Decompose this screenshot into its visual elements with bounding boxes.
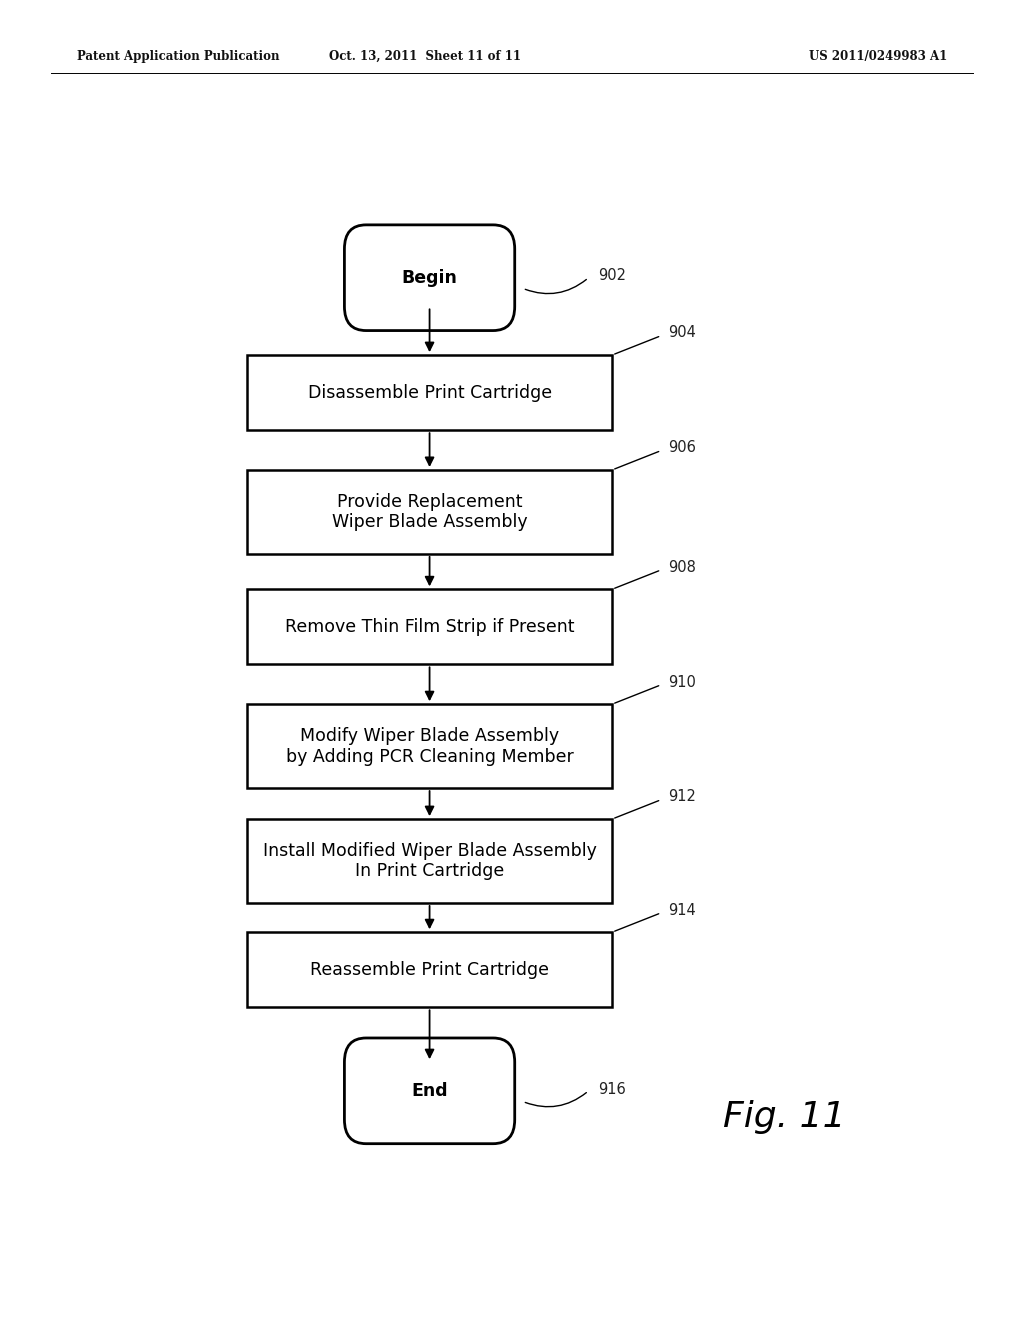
FancyBboxPatch shape: [247, 818, 612, 903]
FancyBboxPatch shape: [247, 589, 612, 664]
Text: 912: 912: [668, 789, 695, 804]
Text: End: End: [412, 1082, 447, 1100]
FancyBboxPatch shape: [247, 355, 612, 430]
Text: Begin: Begin: [401, 269, 458, 286]
Text: 910: 910: [668, 675, 695, 689]
Text: 906: 906: [668, 441, 695, 455]
Text: Modify Wiper Blade Assembly
by Adding PCR Cleaning Member: Modify Wiper Blade Assembly by Adding PC…: [286, 727, 573, 766]
Text: Patent Application Publication: Patent Application Publication: [77, 50, 280, 63]
Text: 914: 914: [668, 903, 695, 917]
FancyBboxPatch shape: [344, 1038, 515, 1143]
Text: Provide Replacement
Wiper Blade Assembly: Provide Replacement Wiper Blade Assembly: [332, 492, 527, 532]
Text: Fig. 11: Fig. 11: [723, 1101, 846, 1134]
Text: 908: 908: [668, 560, 695, 574]
FancyBboxPatch shape: [247, 470, 612, 554]
Text: US 2011/0249983 A1: US 2011/0249983 A1: [809, 50, 947, 63]
FancyBboxPatch shape: [344, 224, 515, 330]
Text: Reassemble Print Cartridge: Reassemble Print Cartridge: [310, 961, 549, 978]
FancyBboxPatch shape: [247, 704, 612, 788]
Text: Install Modified Wiper Blade Assembly
In Print Cartridge: Install Modified Wiper Blade Assembly In…: [262, 842, 597, 880]
Text: Remove Thin Film Strip if Present: Remove Thin Film Strip if Present: [285, 618, 574, 636]
Text: 904: 904: [668, 326, 695, 341]
Text: 902: 902: [598, 268, 626, 284]
Text: 916: 916: [598, 1081, 626, 1097]
Text: Oct. 13, 2011  Sheet 11 of 11: Oct. 13, 2011 Sheet 11 of 11: [329, 50, 521, 63]
Text: Disassemble Print Cartridge: Disassemble Print Cartridge: [307, 384, 552, 401]
FancyBboxPatch shape: [247, 932, 612, 1007]
